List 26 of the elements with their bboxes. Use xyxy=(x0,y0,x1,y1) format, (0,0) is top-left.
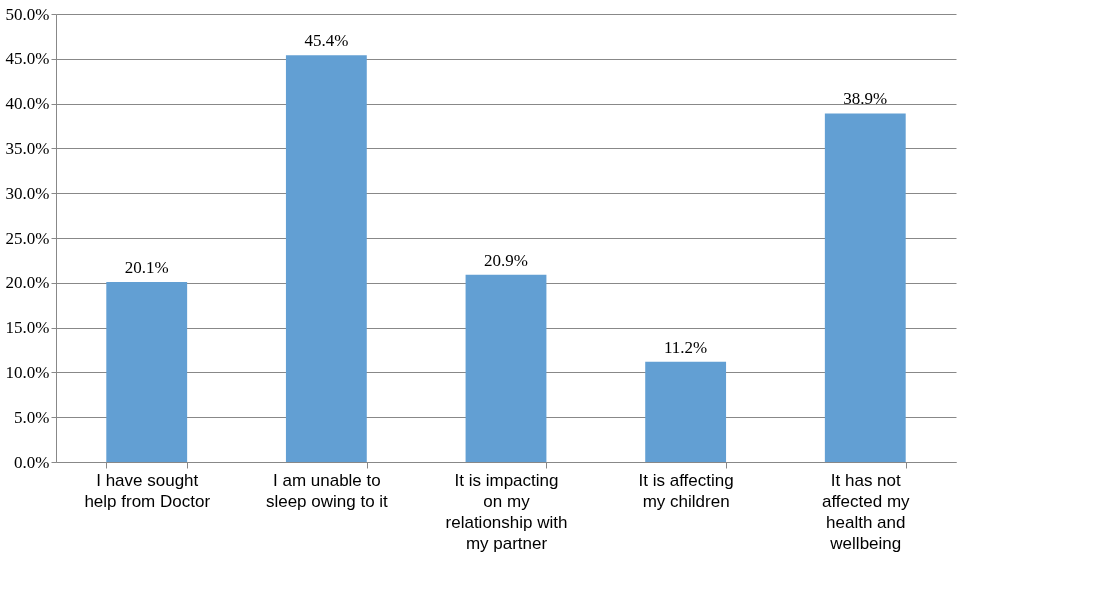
y-tick-label: 35.0% xyxy=(5,138,50,158)
x-tick-label: It has not affected my health and wellbeing xyxy=(821,470,911,553)
data-label: 45.4% xyxy=(304,31,349,51)
y-tick-label: 20.0% xyxy=(5,273,50,293)
y-tick-label: 50.0% xyxy=(5,4,50,24)
y-tick-label: 25.0% xyxy=(5,228,50,248)
y-tick-label: 45.0% xyxy=(5,49,50,69)
x-tick-label: It is impacting on my relationship with my partner xyxy=(445,470,568,553)
y-tick-label: 15.0% xyxy=(5,318,50,338)
bar xyxy=(645,361,727,462)
x-tick-label: It is affecting my children xyxy=(638,470,734,511)
bar xyxy=(465,274,547,462)
bar xyxy=(106,281,188,462)
x-tick-label: I have sought help from Doctor xyxy=(84,470,211,511)
data-label: 20.9% xyxy=(484,250,528,270)
y-tick-label: 0.0% xyxy=(14,452,50,472)
data-label: 20.1% xyxy=(124,257,169,277)
y-tick-label: 40.0% xyxy=(5,94,50,114)
data-label: 38.9% xyxy=(843,89,888,109)
y-tick-label: 5.0% xyxy=(14,407,50,427)
y-tick-label: 10.0% xyxy=(5,362,50,382)
bar xyxy=(824,113,906,462)
x-tick-label: I am unable to sleep owing to it xyxy=(265,470,389,511)
data-label: 11.2% xyxy=(664,337,708,357)
y-tick-label: 30.0% xyxy=(5,183,50,203)
bar xyxy=(285,55,367,462)
